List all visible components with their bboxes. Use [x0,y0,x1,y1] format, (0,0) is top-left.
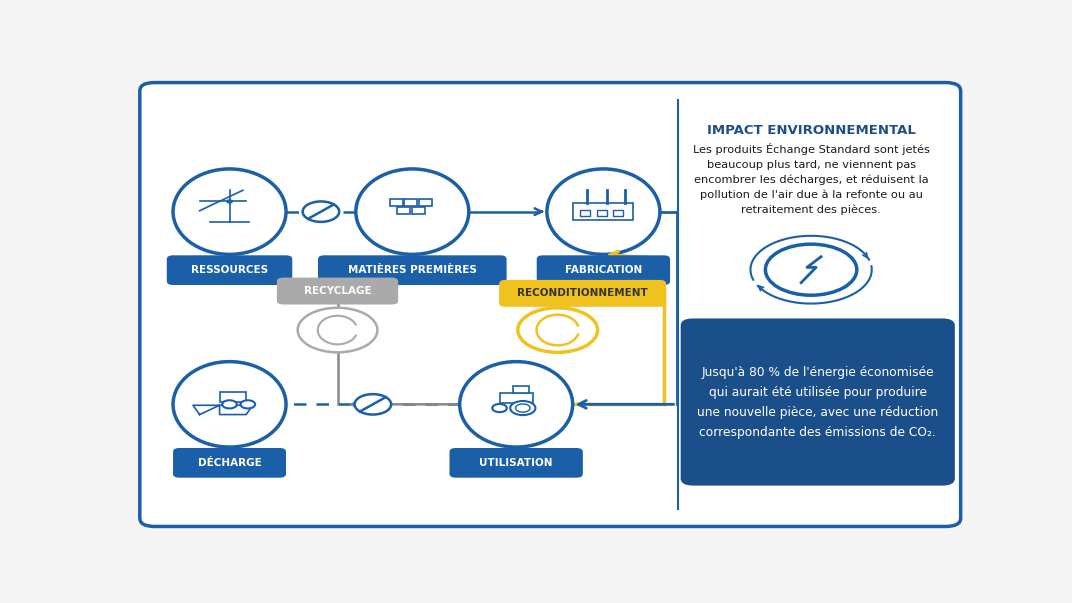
FancyBboxPatch shape [173,448,286,478]
Polygon shape [193,405,253,414]
Text: RECYCLAGE: RECYCLAGE [303,286,371,296]
Circle shape [240,400,255,408]
Circle shape [765,244,857,295]
Text: DÉCHARGE: DÉCHARGE [197,458,262,468]
FancyBboxPatch shape [449,448,583,478]
Text: UTILISATION: UTILISATION [479,458,553,468]
FancyBboxPatch shape [318,255,507,285]
Ellipse shape [547,169,660,254]
FancyBboxPatch shape [500,393,533,403]
Circle shape [510,401,535,415]
Circle shape [302,201,339,222]
Ellipse shape [356,169,468,254]
Ellipse shape [460,362,572,447]
FancyBboxPatch shape [139,83,961,526]
Circle shape [298,308,377,352]
FancyBboxPatch shape [167,255,293,285]
FancyBboxPatch shape [277,277,398,305]
Text: RESSOURCES: RESSOURCES [191,265,268,275]
Circle shape [227,200,233,203]
Circle shape [222,400,237,408]
Circle shape [516,404,531,412]
Circle shape [518,308,597,352]
FancyBboxPatch shape [574,203,634,220]
FancyBboxPatch shape [580,210,590,216]
Text: Les produits Échange Standard sont jetés
beaucoup plus tard, ne viennent pas
enc: Les produits Échange Standard sont jetés… [693,143,929,215]
FancyBboxPatch shape [390,198,403,206]
FancyBboxPatch shape [512,386,530,393]
FancyBboxPatch shape [537,255,670,285]
FancyBboxPatch shape [220,393,247,402]
Circle shape [492,404,507,412]
FancyBboxPatch shape [398,207,410,214]
Text: Jusqu'à 80 % de l'énergie économisée
qui aurait été utilisée pour produire
une n: Jusqu'à 80 % de l'énergie économisée qui… [697,365,938,438]
FancyBboxPatch shape [613,210,623,216]
FancyBboxPatch shape [681,318,955,485]
FancyBboxPatch shape [404,198,417,206]
Ellipse shape [173,169,286,254]
FancyBboxPatch shape [419,198,432,206]
FancyBboxPatch shape [500,280,666,307]
FancyBboxPatch shape [597,210,607,216]
Text: MATIÈRES PREMIÈRES: MATIÈRES PREMIÈRES [348,265,477,275]
FancyBboxPatch shape [412,207,425,214]
Circle shape [355,394,391,414]
Text: FABRICATION: FABRICATION [565,265,642,275]
Text: RECONDITIONNEMENT: RECONDITIONNEMENT [518,288,647,298]
Ellipse shape [173,362,286,447]
Text: IMPACT ENVIRONNEMENTAL: IMPACT ENVIRONNEMENTAL [706,124,915,137]
